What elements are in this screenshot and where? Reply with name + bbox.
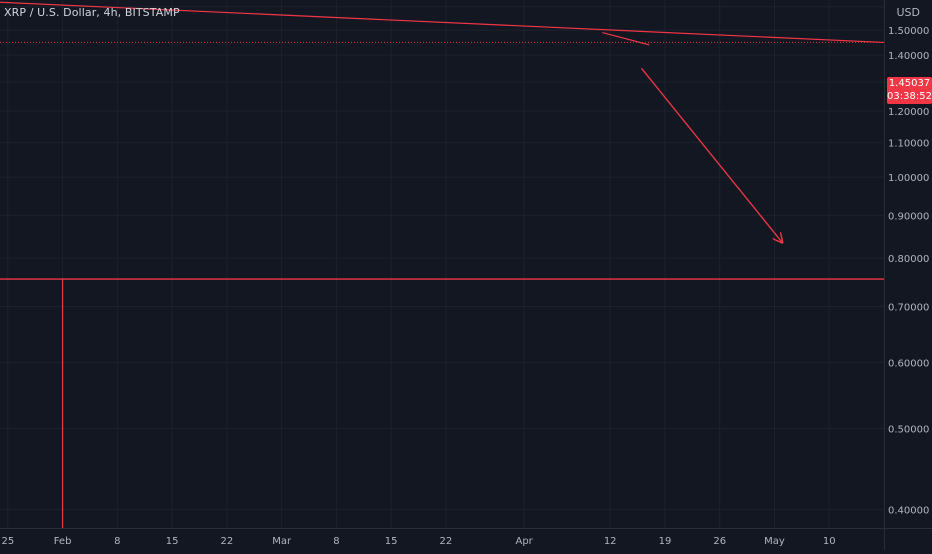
price-tick-label: 0.60000 bbox=[888, 358, 929, 369]
time-tick-label: Feb bbox=[54, 536, 72, 547]
time-tick-label: 10 bbox=[823, 536, 836, 547]
price-tick-label: 1.10000 bbox=[888, 139, 929, 150]
time-tick-label: 8 bbox=[333, 536, 339, 547]
price-tick-label: 1.20000 bbox=[888, 107, 929, 118]
time-tick-label: 15 bbox=[166, 536, 179, 547]
price-tick-label: 1.40000 bbox=[888, 51, 929, 62]
time-tick-label: 26 bbox=[713, 536, 726, 547]
price-tick-label: 0.70000 bbox=[888, 302, 929, 313]
peak-segment-line bbox=[602, 31, 650, 46]
price-tick-label: 0.90000 bbox=[888, 211, 929, 222]
time-tick-label: Apr bbox=[515, 536, 533, 547]
price-tick-label: 0.80000 bbox=[888, 254, 929, 265]
price-tick-label: 0.50000 bbox=[888, 424, 929, 435]
bar-countdown-badge: 03:38:52 bbox=[887, 90, 932, 104]
price-tick-label: 0.40000 bbox=[888, 505, 929, 516]
currency-label: USD bbox=[896, 6, 920, 19]
time-tick-label: 22 bbox=[221, 536, 234, 547]
price-tick-label: 1.00000 bbox=[888, 173, 929, 184]
time-tick-label: 19 bbox=[659, 536, 672, 547]
resistance-trendline bbox=[0, 1, 885, 44]
last-price-badge: 1.45037 bbox=[887, 77, 932, 91]
time-tick-label: 12 bbox=[604, 536, 617, 547]
time-tick-label: 22 bbox=[440, 536, 453, 547]
time-tick-label: 25 bbox=[1, 536, 14, 547]
time-tick-label: May bbox=[764, 536, 785, 547]
time-tick-label: 8 bbox=[114, 536, 120, 547]
price-tick-label: 1.50000 bbox=[888, 26, 929, 37]
time-tick-label: Mar bbox=[272, 536, 292, 547]
projection-arrow bbox=[640, 67, 782, 242]
time-tick-label: 15 bbox=[385, 536, 398, 547]
symbol-title: XRP / U.S. Dollar, 4h, BITSTAMP bbox=[4, 6, 180, 19]
